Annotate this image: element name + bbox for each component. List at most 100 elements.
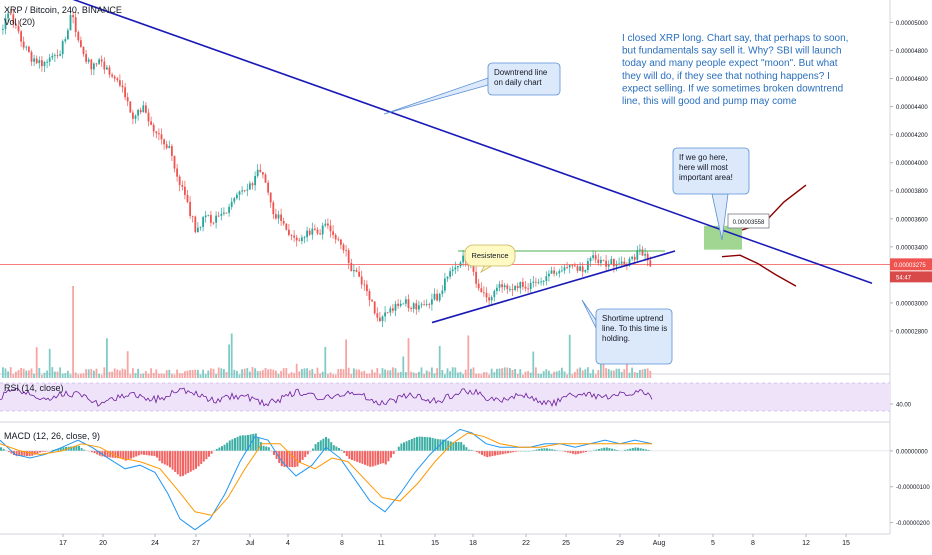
volume-bar bbox=[168, 369, 171, 378]
volume-bar bbox=[267, 369, 269, 378]
volume-bar bbox=[121, 368, 124, 378]
macd-histogram-bar bbox=[603, 447, 606, 451]
volume-bar bbox=[402, 356, 405, 378]
candle-body bbox=[262, 172, 264, 175]
volume-bar bbox=[631, 367, 633, 378]
macd-histogram-bar bbox=[501, 450, 504, 455]
macd-histogram-bar bbox=[109, 450, 112, 458]
time-tick-label: 27 bbox=[192, 540, 200, 547]
candle-body bbox=[238, 191, 241, 195]
candle-body bbox=[623, 261, 626, 265]
volume-bar bbox=[639, 370, 641, 378]
volume-bar bbox=[2, 367, 4, 378]
volume-bar bbox=[464, 369, 467, 378]
volume-bar bbox=[542, 371, 545, 378]
rsi-indicator-label: RSI (14, close) bbox=[4, 383, 64, 393]
candle-body bbox=[204, 215, 207, 218]
macd-histogram-bar bbox=[301, 450, 304, 460]
macd-histogram-bar bbox=[98, 450, 101, 456]
candle-body bbox=[360, 276, 363, 285]
candle-body bbox=[171, 146, 173, 156]
volume-bar bbox=[35, 347, 38, 378]
downtrend-callout-pointer bbox=[383, 77, 489, 115]
candle-body bbox=[597, 259, 600, 264]
volume-bar bbox=[347, 367, 350, 378]
candle-body bbox=[392, 308, 394, 311]
macd-histogram-bar bbox=[62, 447, 65, 451]
volume-bar bbox=[488, 374, 490, 378]
volume-bar bbox=[147, 373, 150, 378]
macd-histogram-bar bbox=[306, 450, 309, 455]
macd-histogram-bar bbox=[192, 450, 195, 471]
volume-bar bbox=[74, 372, 77, 378]
volume-bar bbox=[454, 367, 457, 378]
volume-bar bbox=[646, 368, 649, 378]
uptrend-callout-text: Shortime uptrend line. To this time is hol… bbox=[602, 314, 667, 343]
candle-body bbox=[342, 244, 345, 251]
uptrend-line bbox=[431, 250, 676, 324]
volume-bar bbox=[108, 371, 111, 378]
candle-body bbox=[319, 233, 321, 235]
volume-bar bbox=[345, 339, 347, 378]
candle-body bbox=[646, 254, 649, 261]
candle-body bbox=[340, 239, 342, 245]
volume-bar bbox=[251, 367, 254, 378]
macd-histogram-bar bbox=[319, 440, 322, 451]
volume-bar bbox=[256, 371, 259, 378]
candle-body bbox=[579, 266, 581, 271]
time-tick-label: 24 bbox=[151, 540, 159, 547]
candle-body bbox=[628, 258, 631, 266]
candle-body bbox=[82, 46, 85, 54]
candle-body bbox=[152, 124, 155, 132]
time-tick-label: 17 bbox=[59, 540, 67, 547]
candle-body bbox=[15, 23, 17, 26]
macd-histogram-bar bbox=[143, 450, 145, 455]
price-tick-label: 0.00003600 bbox=[896, 217, 928, 223]
volume-bar bbox=[363, 370, 366, 378]
macd-histogram-bar bbox=[400, 443, 403, 451]
volume-bar bbox=[384, 369, 386, 378]
candle-body bbox=[574, 265, 576, 267]
volume-bar bbox=[220, 368, 223, 378]
volume-bar bbox=[152, 372, 155, 378]
macd-histogram-bar bbox=[512, 450, 515, 453]
last-price-label: 0.00003275 bbox=[894, 263, 926, 269]
volume-bar bbox=[555, 371, 558, 378]
volume-bar bbox=[444, 374, 446, 378]
candle-body bbox=[38, 60, 41, 64]
analysis-note: I closed XRP long. Chart say, that perha… bbox=[622, 33, 848, 107]
macd-histogram-bar bbox=[364, 450, 366, 465]
time-tick-label: 18 bbox=[469, 540, 477, 547]
volume-bar bbox=[150, 368, 152, 378]
volume-bar bbox=[303, 368, 306, 378]
macd-histogram-bar bbox=[579, 450, 582, 454]
macd-histogram-bar bbox=[299, 450, 301, 463]
volume-bar bbox=[241, 369, 243, 378]
macd-histogram-bar bbox=[556, 450, 559, 451]
candle-body bbox=[449, 271, 451, 277]
candle-body bbox=[636, 250, 639, 260]
macd-histogram-bar bbox=[317, 442, 320, 451]
last-price-tag bbox=[890, 258, 932, 271]
candle-body bbox=[308, 230, 311, 235]
candle-body bbox=[535, 281, 537, 283]
macd-histogram-bar bbox=[371, 450, 374, 467]
time-tick-label: 29 bbox=[616, 540, 624, 547]
macd-histogram-bar bbox=[449, 441, 452, 451]
macd-histogram-bar bbox=[631, 448, 634, 451]
candle-body bbox=[358, 271, 360, 277]
volume-bar bbox=[72, 286, 74, 378]
candle-body bbox=[334, 234, 337, 240]
macd-histogram-bar bbox=[205, 450, 208, 460]
candle-body bbox=[548, 273, 550, 277]
macd-indicator-label: MACD (12, 26, close, 9) bbox=[4, 431, 101, 441]
candle-body bbox=[571, 265, 574, 267]
volume-bar bbox=[215, 374, 217, 378]
candle-body bbox=[254, 175, 256, 186]
volume-bar bbox=[308, 370, 311, 378]
macd-histogram-bar bbox=[564, 450, 567, 452]
volume-bar bbox=[509, 368, 511, 378]
volume-bar bbox=[212, 368, 215, 378]
